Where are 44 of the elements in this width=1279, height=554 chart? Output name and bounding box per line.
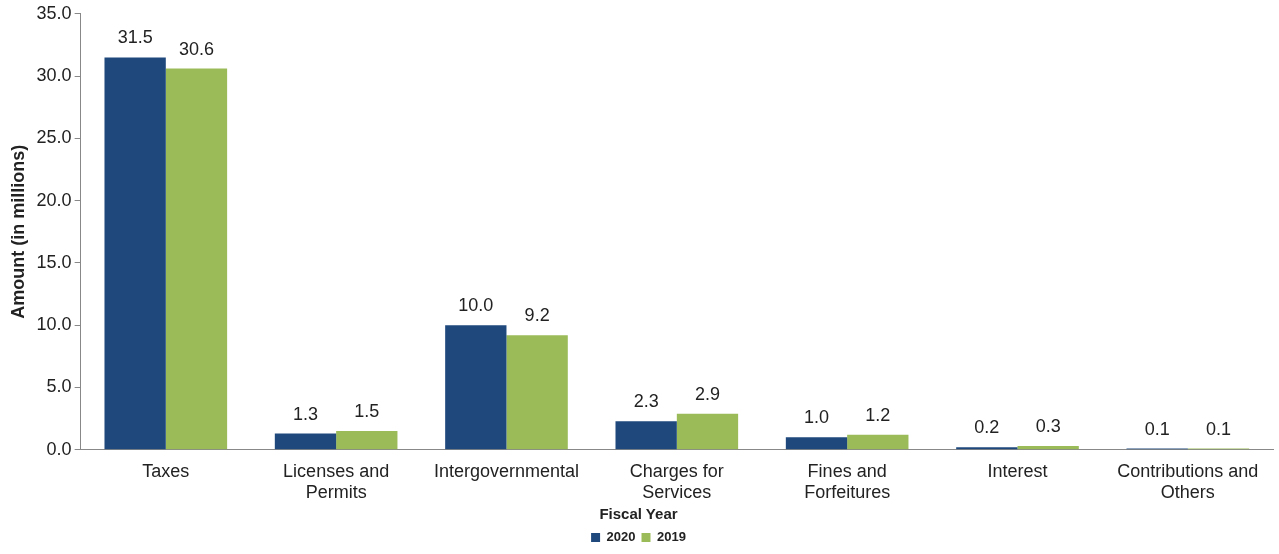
x-tick-label: Taxes (142, 460, 190, 481)
bar (785, 437, 848, 450)
y-tick-label: 15.0 (36, 251, 72, 272)
x-tick-label: Charges for Services (629, 460, 724, 503)
x-tick-label: Intergovernmental (433, 460, 580, 481)
y-tick-label: 20.0 (36, 189, 72, 210)
bar (445, 325, 507, 450)
x-tick-label: Interest (987, 460, 1048, 481)
y-tick-label: 30.0 (36, 65, 72, 86)
bar (165, 68, 228, 450)
bar (615, 421, 677, 450)
data-label: 1.2 (865, 404, 891, 425)
data-label: 10.0 (458, 295, 494, 316)
bar (336, 431, 398, 450)
data-label: 2.9 (694, 383, 720, 404)
x-tick-label: Contributions and Others (1117, 460, 1259, 503)
y-tick-label: 35.0 (36, 2, 72, 23)
bar (104, 57, 166, 450)
data-label: 0.2 (974, 417, 1000, 438)
data-label: 9.2 (524, 305, 550, 326)
legend-label: 2020 (606, 529, 636, 545)
bar (1017, 446, 1079, 450)
y-tick-label: 5.0 (46, 376, 72, 397)
y-tick-label: 10.0 (36, 314, 72, 335)
x-tick-label: Fines and Forfeitures (804, 460, 891, 503)
legend-title: Fiscal Year (599, 504, 678, 522)
data-label: 31.5 (117, 27, 153, 48)
data-label: 2.3 (633, 391, 659, 412)
y-axis-title: Amount (in millions) (7, 144, 28, 319)
data-label: 1.3 (292, 403, 318, 424)
y-tick-label: 0.0 (46, 438, 72, 459)
y-tick-label: 25.0 (36, 127, 72, 148)
data-label: 0.1 (1144, 418, 1170, 439)
bar (847, 434, 909, 450)
legend-label: 2019 (657, 529, 686, 545)
data-label: 30.6 (178, 38, 214, 59)
data-label: 1.0 (803, 407, 830, 428)
data-label: 1.5 (354, 401, 380, 422)
bar (506, 335, 568, 450)
bar (274, 433, 337, 450)
data-label: 0.1 (1205, 418, 1232, 439)
bar (676, 413, 739, 450)
x-tick-label: Licenses and Permits (283, 460, 390, 503)
data-label: 0.3 (1035, 416, 1061, 437)
